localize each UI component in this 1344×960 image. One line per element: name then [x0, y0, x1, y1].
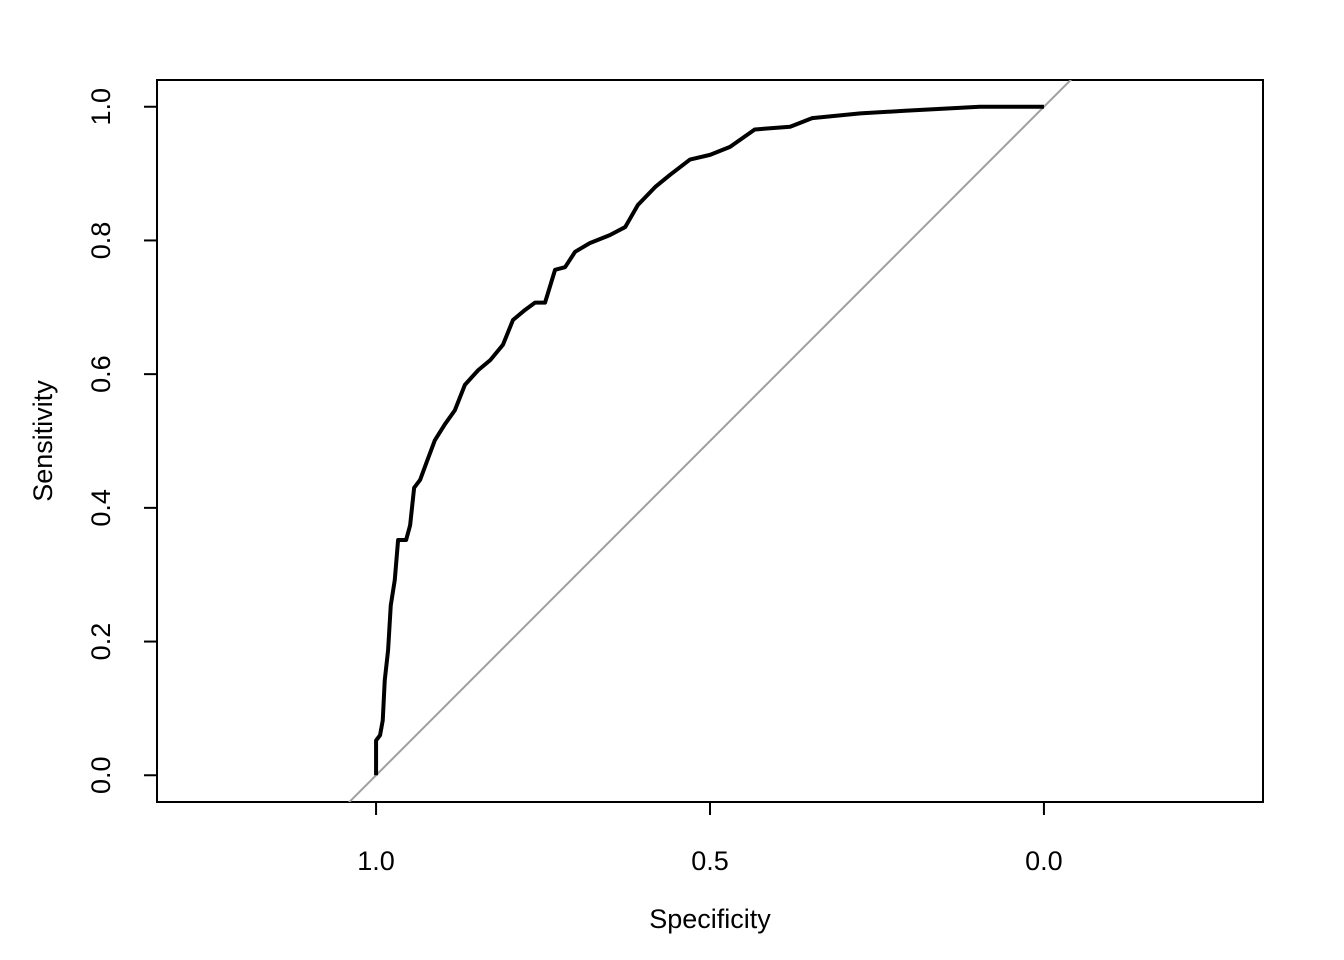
x-tick-label: 0.0 [1025, 846, 1063, 876]
y-tick-label: 0.0 [86, 756, 116, 794]
x-tick-label: 0.5 [691, 846, 729, 876]
x-axis-label: Specificity [649, 904, 771, 934]
y-axis-label: Sensitivity [28, 380, 58, 502]
y-tick-label: 0.8 [86, 222, 116, 260]
roc-curve [374, 104, 1044, 776]
y-tick-label: 0.4 [86, 489, 116, 527]
reference-line [347, 80, 1073, 802]
y-tick-label: 1.0 [86, 88, 116, 126]
x-tick-label: 1.0 [357, 846, 395, 876]
y-tick-label: 0.2 [86, 623, 116, 661]
y-tick-label: 0.6 [86, 355, 116, 393]
